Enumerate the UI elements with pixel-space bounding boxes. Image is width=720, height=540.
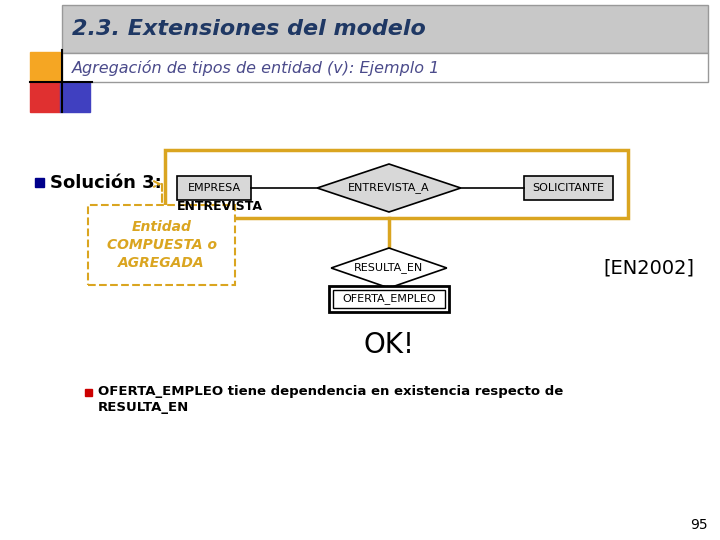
Text: COMPUESTA o: COMPUESTA o <box>107 238 217 252</box>
FancyBboxPatch shape <box>176 176 251 200</box>
Bar <box>35 178 44 187</box>
FancyBboxPatch shape <box>62 5 708 53</box>
Text: SOLICITANTE: SOLICITANTE <box>533 183 605 193</box>
Text: 95: 95 <box>690 518 708 532</box>
Text: OFERTA_EMPLEO: OFERTA_EMPLEO <box>342 294 436 305</box>
Text: OK!: OK! <box>364 331 415 359</box>
FancyBboxPatch shape <box>333 290 445 308</box>
Text: ENTREVISTA: ENTREVISTA <box>176 200 263 213</box>
Bar <box>60 82 90 112</box>
FancyBboxPatch shape <box>329 286 449 312</box>
Bar <box>30 52 60 82</box>
Text: Entidad: Entidad <box>132 220 192 234</box>
Text: RESULTA_EN: RESULTA_EN <box>98 401 189 414</box>
Text: RESULTA_EN: RESULTA_EN <box>354 262 423 273</box>
Text: [EN2002]: [EN2002] <box>603 259 694 278</box>
FancyBboxPatch shape <box>523 176 613 200</box>
Text: AGREGADA: AGREGADA <box>118 256 205 270</box>
FancyBboxPatch shape <box>62 53 708 82</box>
Text: Solución 3:: Solución 3: <box>50 174 161 192</box>
Bar <box>85 389 91 396</box>
Bar <box>30 82 60 112</box>
Text: Agregación de tipos de entidad (v): Ejemplo 1: Agregación de tipos de entidad (v): Ejem… <box>72 60 440 76</box>
Text: EMPRESA: EMPRESA <box>187 183 240 193</box>
Text: OFERTA_EMPLEO tiene dependencia en existencia respecto de: OFERTA_EMPLEO tiene dependencia en exist… <box>98 386 563 399</box>
Polygon shape <box>318 164 461 212</box>
Text: ENTREVISTA_A: ENTREVISTA_A <box>348 183 430 193</box>
Polygon shape <box>331 248 447 288</box>
Text: 2.3. Extensiones del modelo: 2.3. Extensiones del modelo <box>72 19 426 39</box>
FancyBboxPatch shape <box>88 205 235 285</box>
FancyBboxPatch shape <box>165 150 629 218</box>
